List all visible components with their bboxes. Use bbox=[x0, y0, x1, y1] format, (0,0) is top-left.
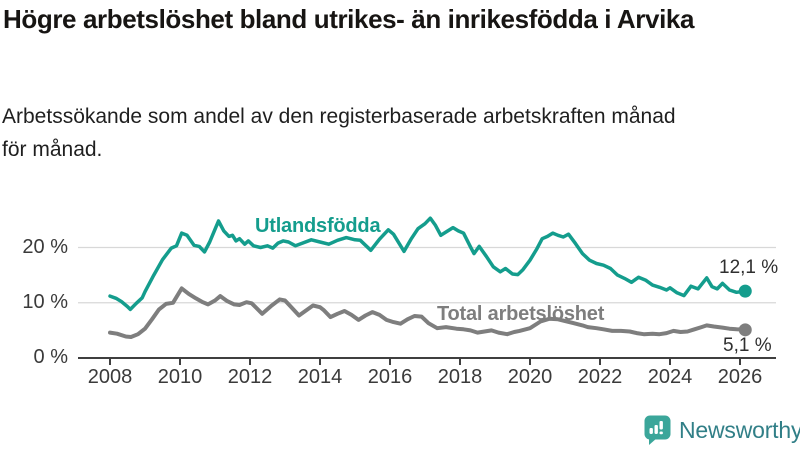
y-tick-label: 20 % bbox=[22, 235, 68, 258]
total-arbetsloshet-line-end-dot bbox=[738, 323, 752, 337]
chart-title: Högre arbetslöshet bland utrikes- än inr… bbox=[3, 4, 695, 34]
x-tick-label: 2008 bbox=[87, 366, 133, 388]
end-value-total-arbetsloshet: 5,1 % bbox=[723, 335, 772, 356]
chart-subtitle: Arbetssökande som andel av den registerb… bbox=[2, 105, 676, 161]
x-tick-label: 2026 bbox=[717, 366, 763, 388]
series-label-utlandsfodda: Utlandsfödda bbox=[255, 215, 381, 237]
utlandsfodda-line bbox=[108, 216, 748, 312]
newsworthy-logo[interactable]: Newsworthy bbox=[644, 415, 800, 446]
series-label-total-arbetsloshet: Total arbetslöshet bbox=[437, 303, 605, 325]
newsworthy-logo-text: Newsworthy bbox=[679, 417, 800, 443]
x-tick-label: 2014 bbox=[297, 366, 343, 388]
newsworthy-logo-icon bbox=[644, 415, 671, 445]
y-tick-label: 10 % bbox=[22, 290, 68, 313]
x-tick-label: 2016 bbox=[367, 366, 413, 388]
x-tick-label: 2020 bbox=[507, 366, 553, 388]
x-tick-label: 2024 bbox=[647, 366, 693, 388]
total-arbetsloshet-line bbox=[108, 286, 748, 339]
x-tick-label: 2012 bbox=[227, 366, 273, 388]
utlandsfodda-line-end-dot bbox=[738, 284, 752, 298]
x-tick-label: 2010 bbox=[157, 366, 203, 388]
y-tick-label: 0 % bbox=[33, 346, 68, 368]
x-tick-label: 2018 bbox=[437, 366, 483, 388]
end-value-utlandsfodda: 12,1 % bbox=[719, 257, 779, 278]
x-tick-label: 2022 bbox=[577, 366, 623, 388]
